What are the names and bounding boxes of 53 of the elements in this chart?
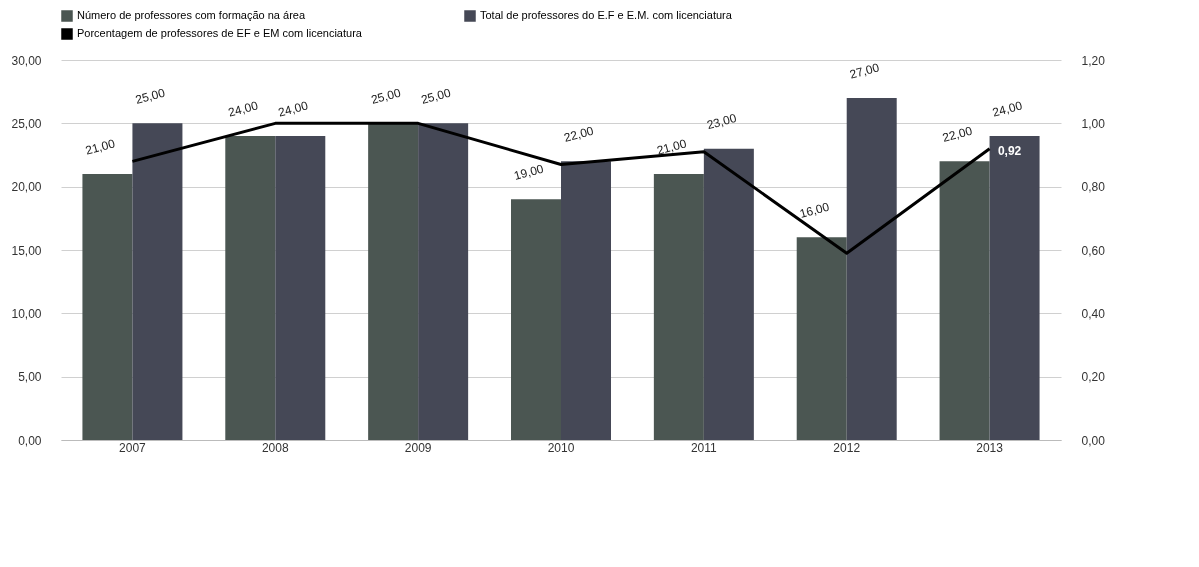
- legend-label: Total de professores do E.F e E.M. com licenciatura: [480, 9, 733, 21]
- bar: [653, 174, 704, 440]
- y-tick-label: 30,00: [11, 53, 42, 68]
- y2-tick-label: 1,00: [1081, 116, 1106, 131]
- bar: [511, 199, 561, 440]
- data-label: 22,00: [562, 123, 596, 145]
- x-tick-label: 2008: [261, 440, 289, 455]
- data-label: 24,00: [276, 98, 310, 120]
- x-tick-label: 2009: [404, 440, 432, 455]
- data-label: 0,92: [997, 143, 1022, 158]
- data-label: 25,00: [369, 85, 403, 107]
- bar: [939, 161, 990, 440]
- data-label: 21,00: [83, 136, 117, 158]
- bar: [82, 174, 133, 440]
- x-tick-label: 2010: [547, 440, 575, 455]
- y-tick-label: 10,00: [11, 306, 42, 321]
- data-label: 27,00: [848, 60, 882, 82]
- bar: [275, 136, 326, 440]
- y-tick-label: 20,00: [11, 180, 42, 195]
- y2-tick-label: 0,00: [1081, 433, 1106, 448]
- legend-label: Porcentagem de professores de EF e EM com licenciatura: [77, 27, 363, 39]
- y-tick-label: 0,00: [18, 433, 42, 448]
- bar: [418, 123, 469, 440]
- legend-label: Número de professores com formação na área: [77, 9, 306, 21]
- data-label: 19,00: [512, 161, 546, 183]
- data-label: 25,00: [419, 85, 453, 107]
- bar: [132, 123, 183, 440]
- bar: [703, 148, 754, 440]
- y2-tick-label: 1,20: [1081, 53, 1106, 68]
- x-tick-label: 2007: [119, 440, 147, 455]
- x-tick-label: 2011: [690, 440, 718, 455]
- x-tick-label: 2013: [976, 440, 1004, 455]
- data-label: 23,00: [705, 110, 739, 133]
- data-label: 24,00: [226, 98, 260, 120]
- data-label: 24,00: [991, 98, 1024, 120]
- bar: [846, 98, 897, 440]
- y2-tick-label: 0,40: [1081, 306, 1106, 321]
- bar: [796, 237, 847, 440]
- y2-tick-label: 0,60: [1081, 243, 1106, 258]
- y-tick-label: 5,00: [18, 370, 42, 385]
- bar: [225, 136, 276, 440]
- y-tick-label: 25,00: [11, 116, 42, 131]
- bar: [989, 136, 1040, 440]
- bar: [368, 123, 419, 440]
- bar: [561, 161, 611, 440]
- y-tick-label: 15,00: [11, 243, 42, 258]
- x-tick-label: 2012: [833, 440, 861, 455]
- data-label: 16,00: [798, 199, 832, 221]
- y2-tick-label: 0,20: [1081, 370, 1106, 385]
- data-label: 21,00: [655, 136, 689, 158]
- y2-tick-label: 0,80: [1081, 180, 1106, 195]
- data-label: 25,00: [133, 85, 167, 107]
- data-label: 22,00: [941, 123, 974, 145]
